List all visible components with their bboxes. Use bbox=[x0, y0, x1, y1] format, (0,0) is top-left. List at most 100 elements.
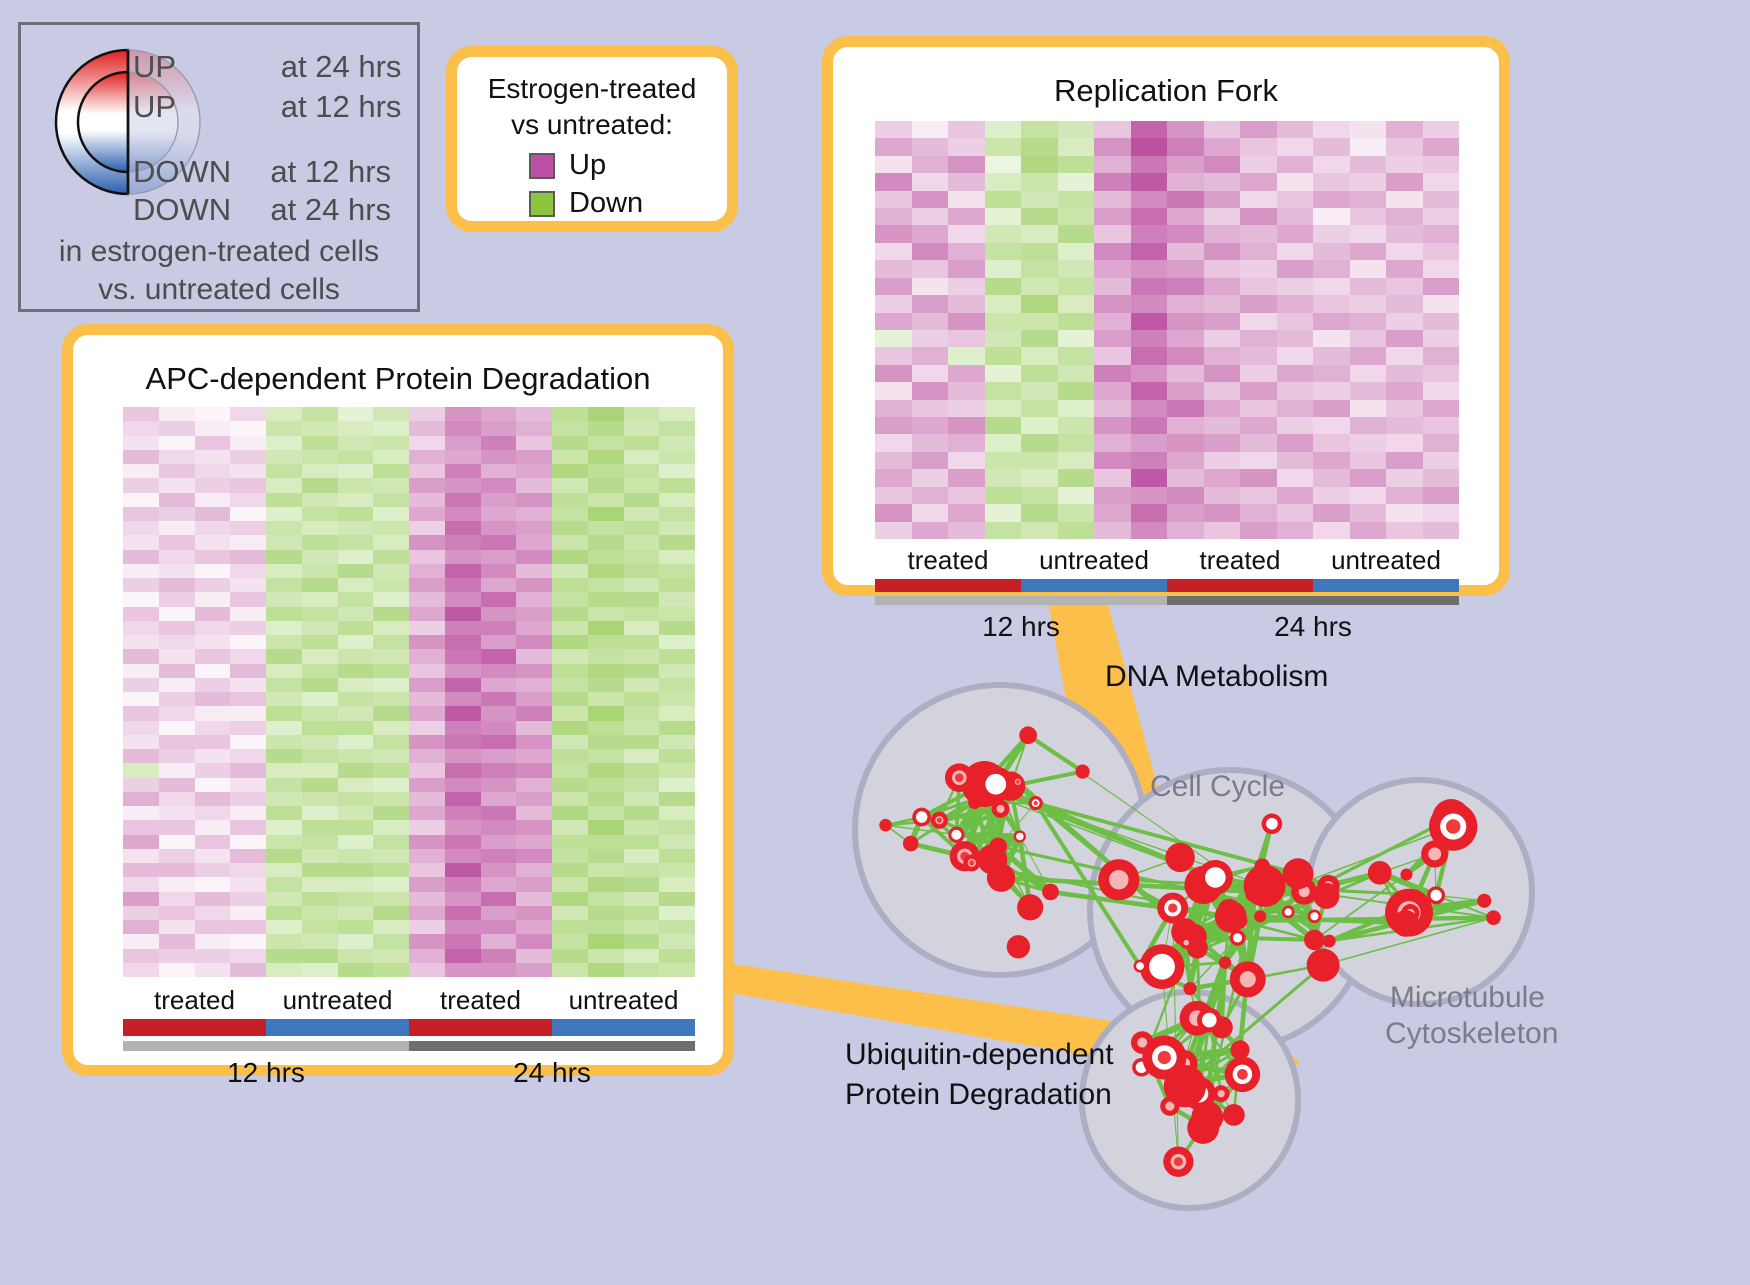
heatmap-cell bbox=[481, 664, 517, 678]
heatmap-cell bbox=[1277, 295, 1314, 312]
network-node[interactable] bbox=[1282, 906, 1295, 919]
network-node[interactable] bbox=[1323, 935, 1336, 948]
heatmap-cell bbox=[1131, 121, 1168, 138]
network-node[interactable] bbox=[1134, 960, 1147, 973]
heatmap-cell bbox=[302, 564, 338, 578]
heatmap-cell bbox=[516, 564, 552, 578]
network-node[interactable] bbox=[1197, 1008, 1222, 1033]
network-node[interactable] bbox=[1308, 910, 1322, 924]
heatmap-cell bbox=[409, 421, 445, 435]
network-node[interactable] bbox=[1007, 935, 1030, 958]
network-node[interactable] bbox=[1244, 865, 1286, 907]
network-node[interactable] bbox=[1019, 726, 1037, 744]
network-node[interactable] bbox=[1163, 1147, 1193, 1177]
network-node[interactable] bbox=[1230, 1040, 1249, 1059]
network-node[interactable] bbox=[1187, 1112, 1219, 1144]
network-node[interactable] bbox=[1098, 859, 1139, 900]
network-node[interactable] bbox=[1429, 802, 1477, 850]
heatmap-cell bbox=[552, 521, 588, 535]
heatmap-cell bbox=[123, 806, 159, 820]
heatmap-cell bbox=[948, 400, 985, 417]
heatmap-cell bbox=[1131, 522, 1168, 539]
heatmap-cell bbox=[195, 835, 231, 849]
heatmap-cell bbox=[481, 778, 517, 792]
heatmap-cell bbox=[552, 578, 588, 592]
network-node[interactable] bbox=[1307, 949, 1340, 982]
network-node[interactable] bbox=[1042, 884, 1059, 901]
network-node[interactable] bbox=[1218, 899, 1241, 922]
heatmap-cell bbox=[266, 721, 302, 735]
heatmap-cell bbox=[302, 706, 338, 720]
heatmap-cell bbox=[516, 835, 552, 849]
heatmap-cell bbox=[659, 706, 695, 720]
heatmap-cell bbox=[302, 535, 338, 549]
heatmap-cell bbox=[230, 521, 266, 535]
heatmap-cell bbox=[195, 820, 231, 834]
heatmap-cell bbox=[1350, 382, 1387, 399]
heatmap-cell bbox=[985, 365, 1022, 382]
network-node[interactable] bbox=[1180, 936, 1193, 949]
heatmap-cell bbox=[373, 649, 409, 663]
heatmap-cell bbox=[195, 749, 231, 763]
network-node[interactable] bbox=[1304, 930, 1324, 950]
heatmap-cell bbox=[516, 664, 552, 678]
network-node[interactable] bbox=[1477, 894, 1491, 908]
network-node[interactable] bbox=[1164, 1065, 1206, 1107]
heatmap-cell bbox=[516, 607, 552, 621]
network-node[interactable] bbox=[945, 763, 974, 792]
network-node[interactable] bbox=[1283, 858, 1314, 889]
heatmap-cell bbox=[516, 806, 552, 820]
network-node[interactable] bbox=[992, 800, 1010, 818]
heatmap-cell bbox=[409, 721, 445, 735]
heatmap-cell bbox=[1021, 434, 1058, 451]
network-node[interactable] bbox=[1014, 830, 1026, 842]
heatmap-cell bbox=[445, 664, 481, 678]
network-node[interactable] bbox=[1029, 796, 1043, 810]
heatmap-cell bbox=[624, 421, 660, 435]
network-node[interactable] bbox=[1254, 910, 1266, 922]
network-node[interactable] bbox=[1400, 868, 1412, 880]
network-node[interactable] bbox=[1012, 776, 1024, 788]
network-node[interactable] bbox=[1230, 930, 1246, 946]
heatmap-cell bbox=[302, 450, 338, 464]
network-node[interactable] bbox=[1262, 813, 1283, 834]
network-node[interactable] bbox=[978, 766, 1013, 801]
network-node[interactable] bbox=[879, 819, 892, 832]
network-node[interactable] bbox=[912, 808, 931, 827]
network-node[interactable] bbox=[1157, 893, 1188, 924]
network-node[interactable] bbox=[1076, 764, 1090, 778]
network-node[interactable] bbox=[948, 827, 964, 843]
network-node[interactable] bbox=[1017, 894, 1043, 920]
network-node[interactable] bbox=[1230, 961, 1266, 997]
heatmap-cell bbox=[195, 421, 231, 435]
network-node[interactable] bbox=[989, 838, 1007, 856]
heatmap-cell bbox=[552, 835, 588, 849]
heatmap-cell bbox=[195, 763, 231, 777]
network-node[interactable] bbox=[968, 796, 981, 809]
heatmap-cell bbox=[123, 664, 159, 678]
network-node[interactable] bbox=[903, 836, 919, 852]
heatmap-cell bbox=[445, 464, 481, 478]
network-node[interactable] bbox=[1225, 1057, 1261, 1093]
network-node[interactable] bbox=[1392, 910, 1419, 937]
network-node[interactable] bbox=[1313, 883, 1339, 909]
network-node[interactable] bbox=[1486, 910, 1501, 925]
heatmap-cell bbox=[1094, 225, 1131, 242]
panel-title-replication-fork: Replication Fork bbox=[833, 73, 1499, 109]
network-node[interactable] bbox=[1183, 982, 1196, 995]
network-node[interactable] bbox=[931, 812, 948, 829]
network-node[interactable] bbox=[1368, 861, 1392, 885]
network-node[interactable] bbox=[1198, 860, 1233, 895]
network-node[interactable] bbox=[1219, 956, 1231, 968]
heatmap-cell bbox=[1350, 225, 1387, 242]
heatmap-cell bbox=[302, 478, 338, 492]
heatmap-cell bbox=[373, 892, 409, 906]
network-node[interactable] bbox=[1165, 843, 1194, 872]
heatmap-cell bbox=[1131, 156, 1168, 173]
heatmap-cell bbox=[1167, 260, 1204, 277]
ubiquitin-line2: Protein Degradation bbox=[845, 1075, 1114, 1115]
heatmap-cell bbox=[1021, 156, 1058, 173]
heatmap-cell bbox=[1058, 191, 1095, 208]
heatmap-cell bbox=[481, 507, 517, 521]
network-node[interactable] bbox=[1223, 1104, 1245, 1126]
